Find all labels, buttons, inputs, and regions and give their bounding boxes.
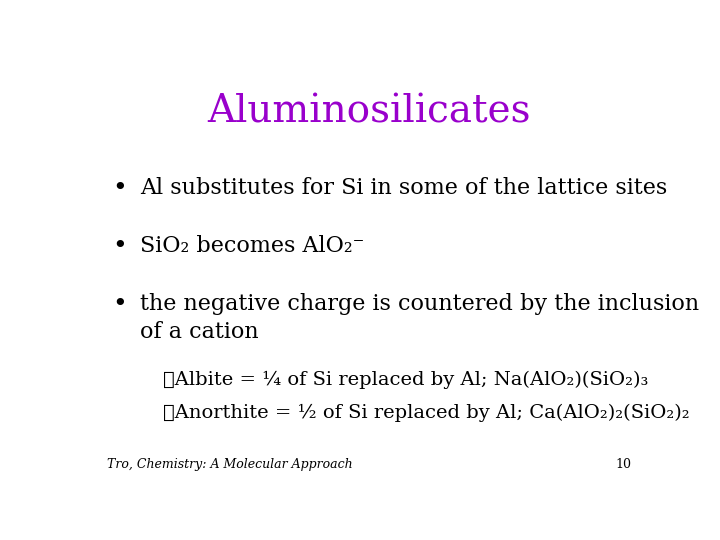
Text: •: • — [112, 235, 127, 258]
Text: •: • — [112, 294, 127, 316]
Text: Al substitutes for Si in some of the lattice sites: Al substitutes for Si in some of the lat… — [140, 177, 667, 199]
Text: SiO₂ becomes AlO₂⁻: SiO₂ becomes AlO₂⁻ — [140, 235, 364, 257]
Text: Aluminosilicates: Aluminosilicates — [207, 94, 531, 131]
Text: Tro, Chemistry: A Molecular Approach: Tro, Chemistry: A Molecular Approach — [107, 458, 352, 471]
Text: ✓Albite = ¼ of Si replaced by Al; Na(AlO₂)(SiO₂)₃: ✓Albite = ¼ of Si replaced by Al; Na(AlO… — [163, 370, 648, 389]
Text: 10: 10 — [616, 458, 631, 471]
Text: the negative charge is countered by the inclusion
of a cation: the negative charge is countered by the … — [140, 294, 699, 342]
Text: ✓Anorthite = ½ of Si replaced by Al; Ca(AlO₂)₂(SiO₂)₂: ✓Anorthite = ½ of Si replaced by Al; Ca(… — [163, 404, 689, 422]
Text: •: • — [112, 177, 127, 200]
